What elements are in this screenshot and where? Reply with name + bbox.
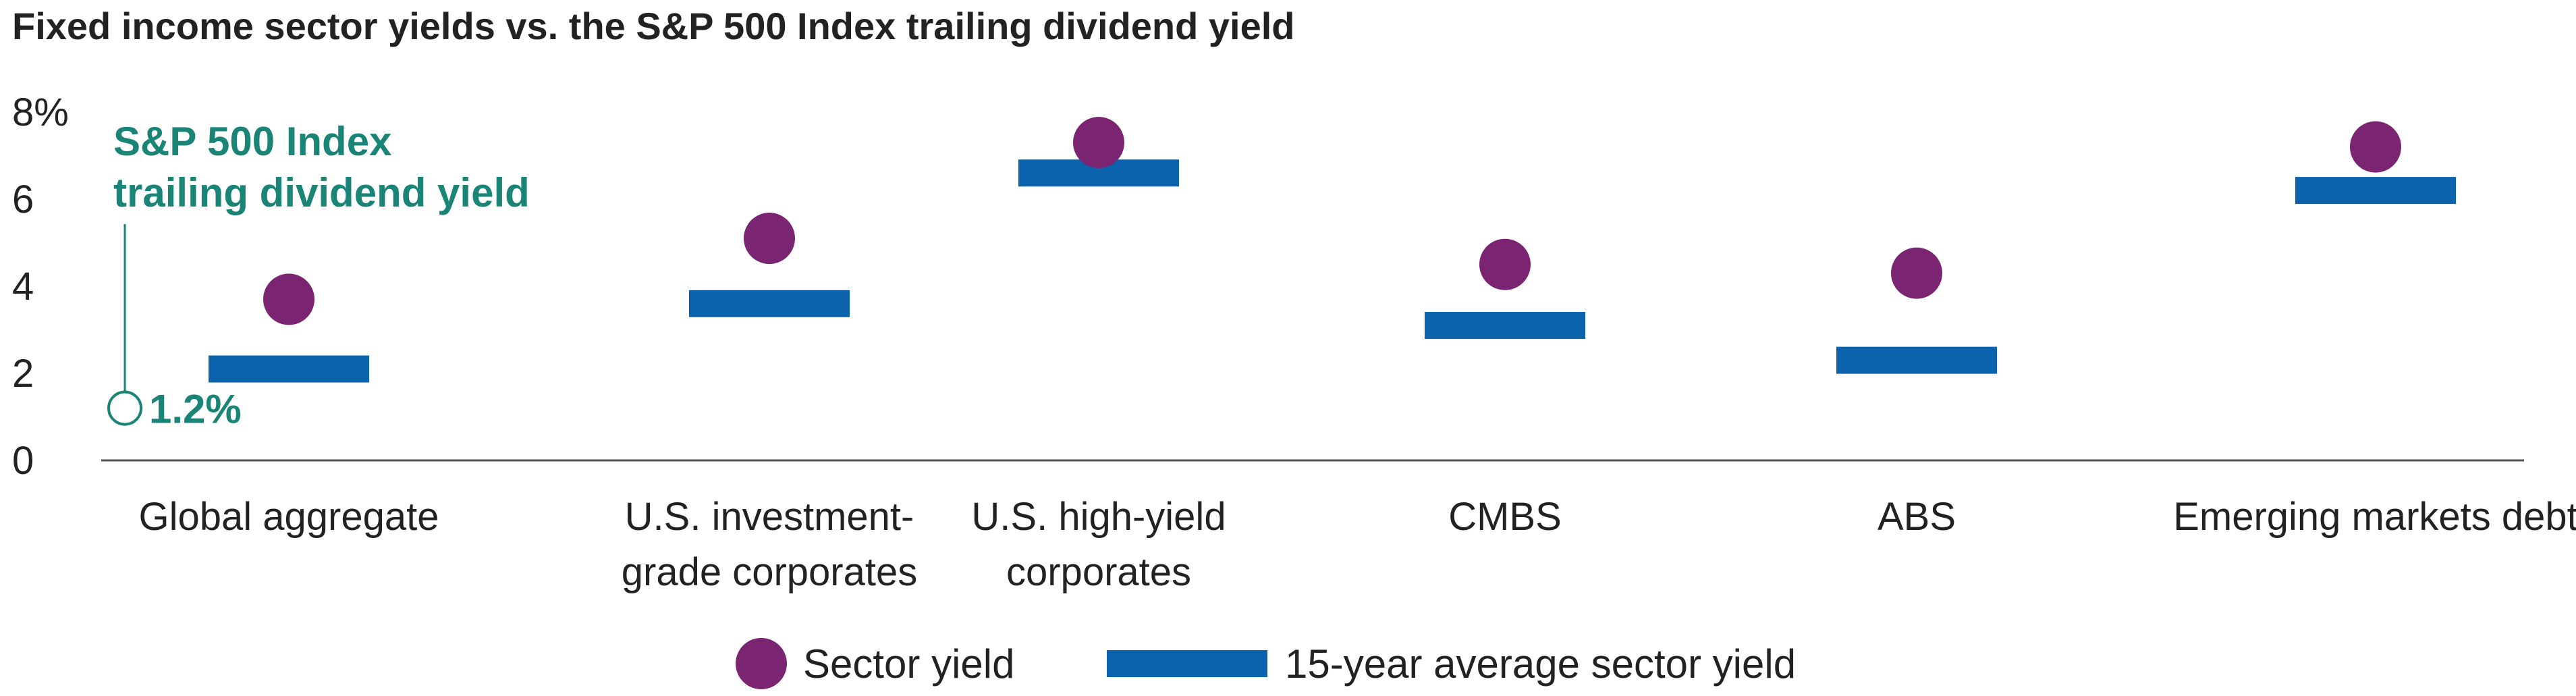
- sector-yield-dot: [744, 213, 795, 265]
- x-category-label: U.S. high-yield: [971, 495, 1226, 539]
- avg-yield-bar: [1425, 312, 1585, 340]
- sector-yield-dot: [1479, 238, 1531, 290]
- sector-yield-dot: [1891, 247, 1942, 299]
- avg-yield-bar: [209, 355, 369, 383]
- x-category-label: Emerging markets debt: [2173, 495, 2576, 539]
- legend-label-sector-yield: Sector yield: [803, 641, 1014, 687]
- y-tick-label: 8%: [12, 90, 69, 134]
- y-tick-label: 0: [12, 439, 34, 483]
- legend: Sector yield 15-year average sector yield: [736, 638, 1796, 689]
- reference-marker: [107, 390, 142, 426]
- x-category-label: ABS: [1878, 495, 1956, 539]
- x-axis-labels: Global aggregate U.S. investment-grade co…: [139, 495, 2576, 594]
- avg-yield-bar: [689, 290, 850, 317]
- y-tick-label: 2: [12, 352, 34, 396]
- y-tick-label: 4: [12, 265, 34, 309]
- x-category-label: corporates: [1006, 550, 1191, 594]
- y-axis: 0 2 4 6 8%: [12, 90, 69, 483]
- y-tick-label: 6: [12, 178, 34, 221]
- x-category-label: Global aggregate: [139, 495, 439, 539]
- series-sector-yield: [263, 117, 2401, 325]
- reference-value-label: 1.2%: [149, 387, 242, 432]
- avg-yield-bar: [2295, 177, 2456, 205]
- x-category-label: U.S. investment-: [625, 495, 914, 539]
- reference-annotation: S&P 500 Index trailing dividend yield 1.2%: [107, 119, 530, 432]
- sector-yield-dot: [2350, 121, 2401, 173]
- sector-yield-dot: [263, 273, 314, 325]
- x-category-label: grade corporates: [622, 550, 917, 594]
- sector-yield-dot: [1073, 117, 1124, 169]
- avg-yield-bar: [1836, 346, 1997, 374]
- legend-swatch-sector-yield: [736, 638, 787, 689]
- x-category-label: CMBS: [1448, 495, 1562, 539]
- chart-title: Fixed income sector yields vs. the S&P 5…: [12, 5, 1295, 47]
- reference-label-line: trailing dividend yield: [113, 170, 530, 215]
- legend-swatch-avg-yield: [1107, 650, 1267, 677]
- reference-label-line: S&P 500 Index: [113, 119, 391, 164]
- series-15-year-average: [209, 159, 2456, 383]
- legend-label-avg-yield: 15-year average sector yield: [1285, 641, 1796, 687]
